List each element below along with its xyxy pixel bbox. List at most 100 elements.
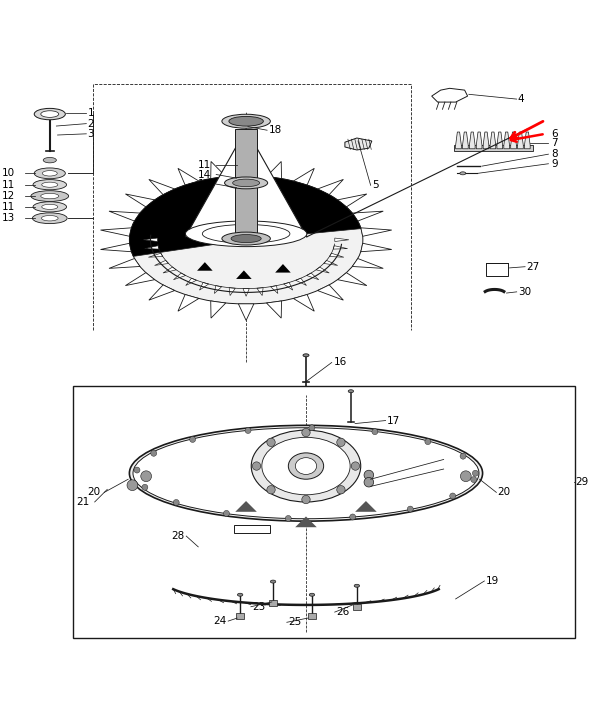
Polygon shape [284, 282, 293, 290]
Circle shape [471, 476, 477, 483]
Circle shape [450, 493, 455, 499]
Text: 18: 18 [269, 125, 282, 135]
Ellipse shape [251, 430, 361, 502]
Circle shape [364, 478, 374, 487]
Text: 4: 4 [518, 94, 524, 104]
Polygon shape [476, 132, 482, 149]
Circle shape [285, 515, 291, 521]
Polygon shape [185, 129, 246, 237]
FancyBboxPatch shape [485, 262, 508, 276]
Ellipse shape [42, 205, 58, 210]
Polygon shape [355, 501, 377, 512]
Circle shape [190, 436, 196, 442]
Polygon shape [197, 262, 212, 271]
Polygon shape [143, 238, 157, 242]
Text: 2: 2 [88, 118, 94, 128]
Polygon shape [296, 278, 307, 285]
Text: 27: 27 [526, 262, 539, 272]
Polygon shape [186, 278, 197, 285]
Polygon shape [455, 132, 461, 149]
Ellipse shape [32, 213, 67, 224]
Ellipse shape [231, 235, 261, 242]
Ellipse shape [222, 114, 271, 128]
Circle shape [372, 429, 378, 435]
Polygon shape [155, 260, 169, 265]
Polygon shape [236, 270, 251, 279]
Polygon shape [266, 161, 281, 178]
Circle shape [253, 462, 261, 471]
Circle shape [267, 438, 275, 446]
Ellipse shape [303, 354, 309, 356]
Text: 22: 22 [445, 454, 458, 464]
Polygon shape [211, 161, 226, 178]
Ellipse shape [224, 177, 268, 189]
Circle shape [425, 438, 431, 445]
Polygon shape [101, 243, 131, 252]
Polygon shape [490, 132, 496, 149]
Polygon shape [335, 238, 349, 242]
Bar [234, 525, 270, 533]
Polygon shape [316, 267, 329, 273]
Polygon shape [163, 267, 176, 273]
Ellipse shape [33, 202, 67, 212]
Circle shape [337, 438, 345, 446]
Ellipse shape [309, 593, 314, 596]
Polygon shape [173, 273, 185, 279]
Ellipse shape [130, 175, 363, 304]
Polygon shape [101, 228, 131, 236]
Polygon shape [235, 501, 257, 512]
Ellipse shape [295, 458, 317, 474]
Ellipse shape [354, 584, 359, 588]
Bar [235, 129, 257, 234]
Circle shape [173, 500, 179, 506]
Polygon shape [148, 253, 163, 257]
Polygon shape [275, 264, 291, 272]
Polygon shape [214, 286, 222, 294]
Polygon shape [463, 132, 468, 149]
Ellipse shape [460, 172, 466, 175]
Bar [353, 604, 361, 610]
Ellipse shape [222, 232, 271, 245]
Polygon shape [338, 194, 367, 207]
Polygon shape [431, 88, 467, 102]
Circle shape [460, 471, 471, 481]
Polygon shape [266, 301, 281, 318]
Polygon shape [524, 132, 530, 149]
Polygon shape [246, 129, 307, 237]
Circle shape [309, 425, 315, 431]
Polygon shape [149, 285, 175, 300]
Polygon shape [109, 211, 140, 221]
Circle shape [223, 511, 229, 516]
Polygon shape [238, 159, 254, 175]
Circle shape [337, 486, 345, 494]
Text: 14: 14 [198, 170, 211, 180]
Text: 30: 30 [518, 287, 531, 297]
Ellipse shape [130, 426, 482, 521]
Text: 3: 3 [88, 129, 94, 139]
Text: 20: 20 [497, 488, 511, 498]
Circle shape [351, 462, 359, 471]
Text: 1: 1 [88, 108, 94, 118]
Text: 17: 17 [387, 416, 400, 426]
Bar [308, 612, 316, 619]
Polygon shape [199, 282, 209, 290]
Ellipse shape [202, 225, 290, 243]
Ellipse shape [41, 215, 58, 221]
Circle shape [127, 480, 138, 491]
Circle shape [302, 496, 310, 504]
Text: 15: 15 [198, 179, 211, 189]
Polygon shape [483, 132, 489, 149]
Circle shape [350, 514, 356, 520]
Ellipse shape [185, 221, 307, 247]
Polygon shape [317, 285, 343, 300]
Text: 11: 11 [2, 202, 15, 212]
Polygon shape [323, 260, 338, 265]
Text: 8: 8 [551, 149, 558, 159]
Polygon shape [238, 304, 254, 320]
Polygon shape [361, 228, 392, 236]
Polygon shape [145, 246, 159, 249]
Text: 11: 11 [198, 160, 211, 170]
Ellipse shape [34, 168, 65, 179]
Ellipse shape [262, 437, 350, 495]
Polygon shape [211, 301, 226, 318]
